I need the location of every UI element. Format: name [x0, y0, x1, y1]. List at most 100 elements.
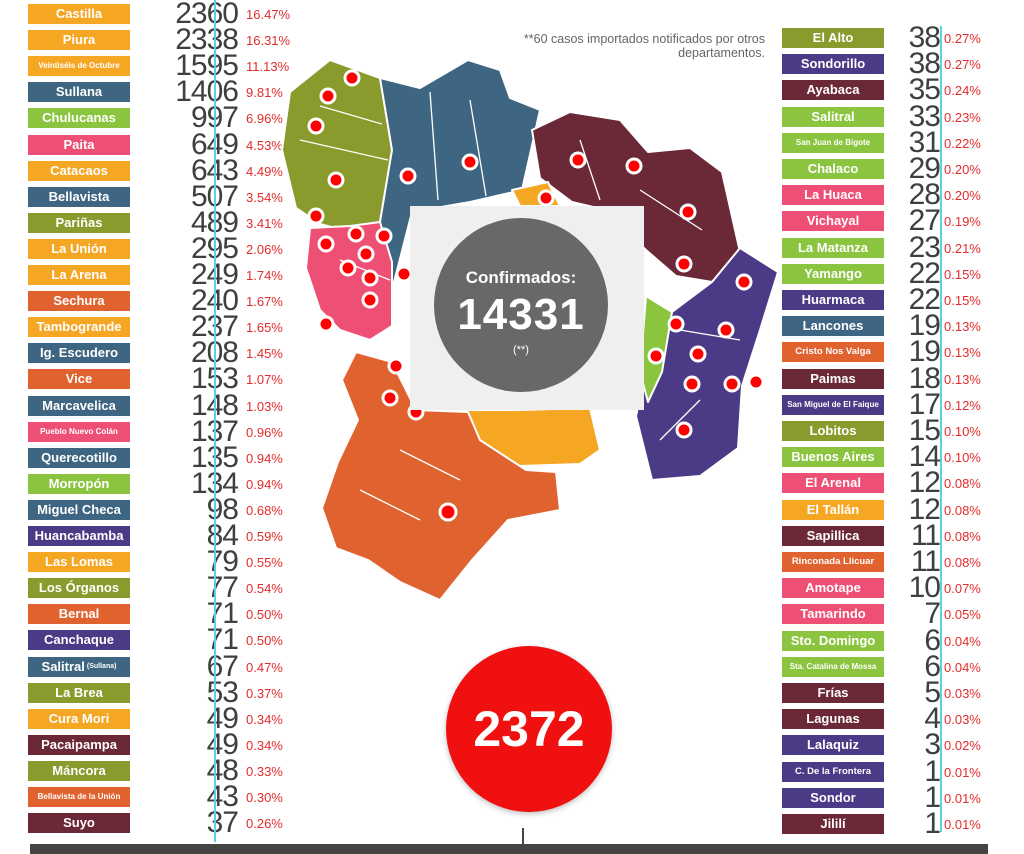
district-name: Vichayal — [806, 213, 860, 229]
right-divider — [940, 26, 942, 832]
district-name: Miguel Checa — [37, 501, 121, 517]
district-label: Pacaipampa — [28, 734, 130, 755]
bottom-tick — [522, 828, 524, 854]
district-label: Lancones — [782, 316, 884, 337]
case-count: 12 — [908, 492, 941, 526]
district-name: Jililí — [820, 816, 846, 831]
ranking-row: El Alto 38 0.27% — [782, 21, 1022, 54]
district-label: Vichayal — [782, 211, 884, 232]
case-percent: 0.15% — [944, 266, 981, 282]
map-marker — [667, 315, 685, 333]
district-label: Jililí — [782, 814, 884, 834]
ranking-row: La Matanza 23 0.21% — [782, 231, 1022, 264]
case-percent: 0.37% — [246, 685, 283, 701]
ranking-row: Paita 649 4.53% — [28, 128, 283, 161]
case-count: 12 — [908, 466, 941, 500]
district-name: La Matanza — [797, 239, 869, 255]
case-percent: 0.34% — [246, 711, 283, 727]
case-count: 37 — [206, 806, 239, 840]
district-name: Sechura — [53, 293, 105, 309]
ranking-row: Sto. Domingo 6 0.04% — [782, 624, 1022, 657]
case-count: 79 — [206, 545, 239, 579]
case-percent: 0.10% — [944, 450, 981, 466]
district-label: Tamarindo — [782, 604, 884, 625]
district-name: Chulucanas — [42, 110, 116, 126]
case-percent: 0.34% — [246, 737, 283, 753]
case-percent: 0.04% — [944, 633, 981, 649]
ranking-row: Amotape 10 0.07% — [782, 571, 1022, 604]
case-count: 43 — [206, 780, 239, 813]
case-count: 38 — [908, 47, 941, 81]
ranking-row: Tamarindo 7 0.05% — [782, 597, 1022, 630]
district-name: Frías — [817, 685, 849, 700]
district-name: Sullana — [55, 84, 103, 100]
ranking-row: Bernal 71 0.50% — [28, 597, 283, 630]
case-count: 98 — [206, 492, 239, 526]
district-name: Veintiséis de Octubre — [38, 61, 120, 71]
district-label: Sullana — [28, 82, 130, 103]
district-label: Bellavista — [28, 186, 130, 207]
case-count: 6 — [924, 649, 941, 683]
district-label: Marcavelica — [28, 395, 130, 416]
map-region-orange — [321, 351, 561, 601]
district-name: La Huaca — [804, 187, 862, 203]
confirmed-circle — [434, 218, 608, 392]
district-name: Canchaque — [43, 632, 115, 648]
case-count: 19 — [908, 309, 941, 343]
case-count: 84 — [206, 519, 239, 552]
case-count: 22 — [908, 283, 941, 316]
case-percent: 0.01% — [944, 817, 981, 832]
case-percent: 0.23% — [944, 109, 981, 125]
ranking-row: Sta. Catalina de Mossa 6 0.04% — [782, 650, 1022, 683]
district-label: Máncora — [28, 760, 130, 781]
district-name: Paimas — [810, 370, 856, 386]
case-count: 77 — [206, 571, 239, 605]
map-region-olive — [281, 59, 393, 233]
district-label: Piura — [28, 30, 130, 51]
case-percent: 0.01% — [944, 790, 981, 806]
district-label: Huarmaca — [782, 290, 884, 310]
ranking-row: Las Lomas 79 0.55% — [28, 545, 283, 578]
map-marker — [569, 151, 587, 169]
district-label: Salitral — [782, 106, 884, 127]
ranking-row: Paimas 18 0.13% — [782, 362, 1022, 395]
case-count: 31 — [908, 125, 941, 159]
district-name: Lobitos — [809, 423, 857, 438]
district-label: Sechura — [28, 291, 130, 312]
district-label: Paimas — [782, 368, 884, 389]
district-label: El Alto — [782, 28, 884, 48]
district-label: Pariñas — [28, 212, 130, 233]
case-percent: 0.21% — [944, 240, 981, 256]
district-label: Lobitos — [782, 421, 884, 441]
district-name: San Miguel de El Faique — [787, 399, 879, 409]
case-percent: 0.33% — [246, 763, 283, 779]
case-count: 23 — [908, 230, 941, 264]
district-name: Catacaos — [50, 162, 108, 178]
ranking-row: El Arenal 12 0.08% — [782, 466, 1022, 499]
district-label: Sta. Catalina de Mossa — [782, 656, 884, 677]
case-count: 28 — [908, 178, 941, 212]
case-count: 1 — [924, 754, 941, 788]
imported-cases-note: **60 casos importados notificados por ot… — [523, 32, 765, 60]
district-name: Los Órganos — [38, 580, 120, 596]
case-percent: 0.27% — [944, 57, 981, 73]
map-marker — [717, 321, 735, 339]
confirmed-note: (**) — [513, 344, 529, 356]
district-name: Morropón — [48, 475, 110, 491]
district-label: Ig. Escudero — [28, 343, 130, 364]
case-percent: 0.20% — [944, 162, 981, 177]
ranking-row: Bellavista de la Unión 43 0.30% — [28, 780, 283, 813]
district-name: Bernal — [58, 606, 100, 622]
case-count: 1406 — [175, 75, 239, 109]
map-marker — [387, 357, 405, 375]
district-label: Lalaquiz — [782, 735, 884, 756]
district-label: Rinconada Llicuar — [782, 552, 884, 572]
district-label: Bernal — [28, 604, 130, 625]
district-name: Amotape — [805, 580, 861, 596]
district-name: Pacaipampa — [41, 736, 117, 752]
district-name: C. De la Frontera — [794, 765, 872, 777]
case-percent: 0.50% — [246, 633, 283, 649]
district-name: Lalaquiz — [806, 737, 859, 753]
district-name: Sta. Catalina de Mossa — [789, 661, 877, 671]
